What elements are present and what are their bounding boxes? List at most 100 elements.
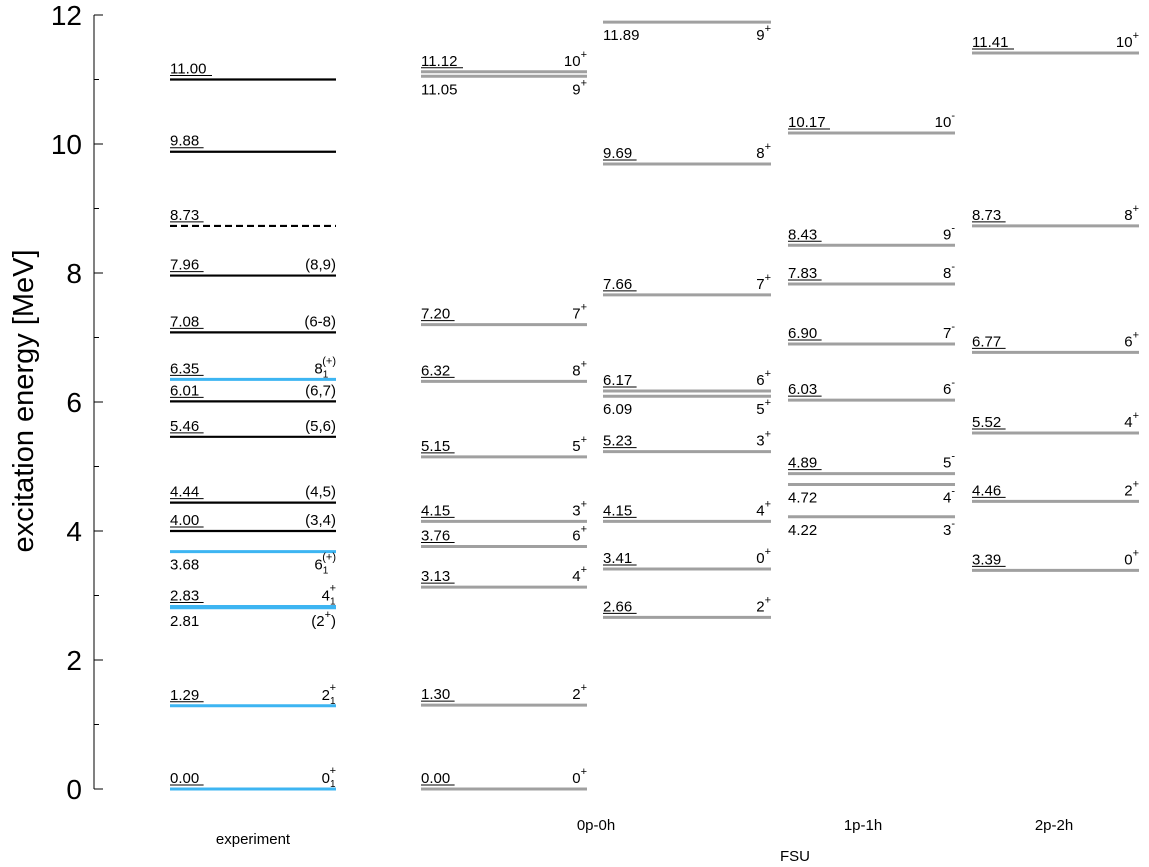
level-energy-label: 3.76: [421, 527, 450, 544]
level-energy-label: 4.15: [603, 502, 632, 519]
level-energy-label: 6.77: [972, 333, 1001, 350]
level-spin-parity: (3,4): [305, 512, 336, 529]
level-energy-label: 0.00: [421, 770, 450, 787]
level-spin-parity: 01+: [322, 765, 336, 790]
level-spin-parity: 10+: [564, 49, 587, 70]
level-spin-parity: 0+: [572, 766, 587, 787]
level-spin-parity: (8,9): [305, 257, 336, 274]
level-spin-parity: 81(+): [314, 355, 336, 380]
level-spin-parity: 2+: [756, 594, 771, 615]
column-label: 1p-1h: [844, 817, 882, 834]
level-energy-label: 5.52: [972, 414, 1001, 431]
level-spin-parity: 6+: [756, 368, 771, 389]
level-energy-label: 4.22: [788, 522, 817, 539]
level-energy-label: 6.90: [788, 325, 817, 342]
y-axis-label: excitation energy [MeV]: [8, 249, 40, 552]
y-tick-label: 0: [66, 774, 82, 805]
level-energy-label: 7.96: [170, 257, 199, 274]
levels-layer: 0.00 01+ 1.29 21+ 2.81 (2+) 2.83 41+ 3.68 61(+) 4.…: [170, 20, 1139, 791]
level-energy-label: 5.46: [170, 418, 199, 435]
level-spin-parity: 6-: [943, 377, 955, 398]
y-tick-label: 8: [66, 258, 82, 289]
level-energy-label: 11.00: [170, 61, 206, 78]
level-spin-parity: 3-: [943, 518, 955, 539]
level-spin-parity: 5+: [756, 397, 771, 418]
level-spin-parity: 3+: [572, 498, 587, 519]
level-energy-label: 7.83: [788, 265, 817, 282]
level-spin-parity: 9+: [756, 23, 771, 44]
level-energy-label: 0.00: [170, 770, 199, 787]
level-energy-label: 10.17: [788, 114, 826, 131]
level-energy-label: 8.73: [170, 207, 199, 224]
level-spin-parity: 9-: [943, 222, 955, 243]
level-energy-label: 6.17: [603, 372, 632, 389]
level-energy-label: 11.12: [421, 53, 457, 70]
level-energy-label: 11.89: [603, 27, 639, 44]
level-energy-label: 6.32: [421, 362, 450, 379]
level-energy-label: 8.43: [788, 226, 817, 243]
level-spin-parity: 7+: [756, 272, 771, 293]
level-spin-parity: 4+: [1124, 410, 1139, 431]
level-energy-label: 11.41: [972, 34, 1008, 51]
level-energy-label: 2.66: [603, 598, 632, 615]
level-energy-label: 3.13: [421, 568, 450, 585]
level-spin-parity: 5-: [943, 451, 955, 472]
level-energy-label: 8.73: [972, 207, 1001, 224]
level-spin-parity: 41+: [322, 582, 336, 607]
level-energy-label: 6.01: [170, 382, 199, 399]
level-spin-parity: (5,6): [305, 418, 336, 435]
y-axis: 0 2 4 6 8 10 12: [51, 0, 103, 805]
level-energy-label: 9.69: [603, 145, 632, 162]
level-spin-parity: 0+: [756, 546, 771, 567]
level-energy-label: 4.15: [421, 502, 450, 519]
level-energy-label: 2.81: [170, 613, 199, 630]
level-energy-label: 2.83: [170, 587, 199, 604]
level-energy-label: 11.05: [421, 81, 457, 98]
level-energy-label: 4.46: [972, 482, 1001, 499]
y-tick-label: 2: [66, 645, 82, 676]
level-spin-parity: 2+: [572, 682, 587, 703]
level-spin-parity: 61(+): [314, 552, 336, 577]
level-energy-label: 6.03: [788, 381, 817, 398]
level-spin-parity: (6,7): [305, 382, 336, 399]
level-energy-label: 3.41: [603, 550, 632, 567]
y-tick-label: 6: [66, 387, 82, 418]
level-spin-parity: 6+: [1124, 329, 1139, 350]
level-energy-label: 1.30: [421, 686, 450, 703]
column-labels: experiment 0p-0h 1p-1h 2p-2h: [216, 817, 1073, 848]
level-energy-label: 5.15: [421, 438, 450, 455]
level-spin-parity: 2+: [1124, 478, 1139, 499]
level-energy-label: 7.20: [421, 306, 450, 323]
level-spin-parity: 7-: [943, 321, 955, 342]
level-energy-label: 4.89: [788, 455, 817, 472]
level-energy-label: 5.23: [603, 433, 632, 450]
level-spin-parity: (6-8): [304, 313, 336, 330]
level-spin-parity: 4+: [572, 564, 587, 585]
level-energy-label: 1.29: [170, 687, 199, 704]
level-spin-parity: 8+: [1124, 203, 1139, 224]
level-energy-label: 4.00: [170, 512, 199, 529]
y-tick-label: 4: [66, 516, 82, 547]
level-energy-label: 4.44: [170, 484, 199, 501]
y-tick-label: 10: [51, 129, 82, 160]
level-energy-label: 7.08: [170, 313, 199, 330]
level-spin-parity: 4+: [756, 498, 771, 519]
level-energy-label: 3.68: [170, 557, 199, 574]
level-spin-parity: 0+: [1124, 547, 1139, 568]
level-energy-label: 9.88: [170, 133, 199, 150]
level-spin-parity: 8-: [943, 261, 955, 282]
level-energy-label: 3.39: [972, 551, 1001, 568]
level-spin-parity: (2+): [311, 609, 336, 630]
level-spin-parity: 21+: [322, 682, 336, 707]
level-spin-parity: 4-: [943, 486, 955, 507]
level-spin-parity: 5+: [572, 434, 587, 455]
level-spin-parity: 10-: [935, 110, 956, 131]
group-label: FSU: [780, 848, 810, 865]
level-spin-parity: 7+: [572, 302, 587, 323]
level-spin-parity: 8+: [572, 358, 587, 379]
level-spin-parity: 6+: [572, 523, 587, 544]
level-energy-label: 6.09: [603, 401, 632, 418]
level-spin-parity: 9+: [572, 77, 587, 98]
level-energy-label: 7.66: [603, 276, 632, 293]
level-energy-label: 6.35: [170, 360, 199, 377]
